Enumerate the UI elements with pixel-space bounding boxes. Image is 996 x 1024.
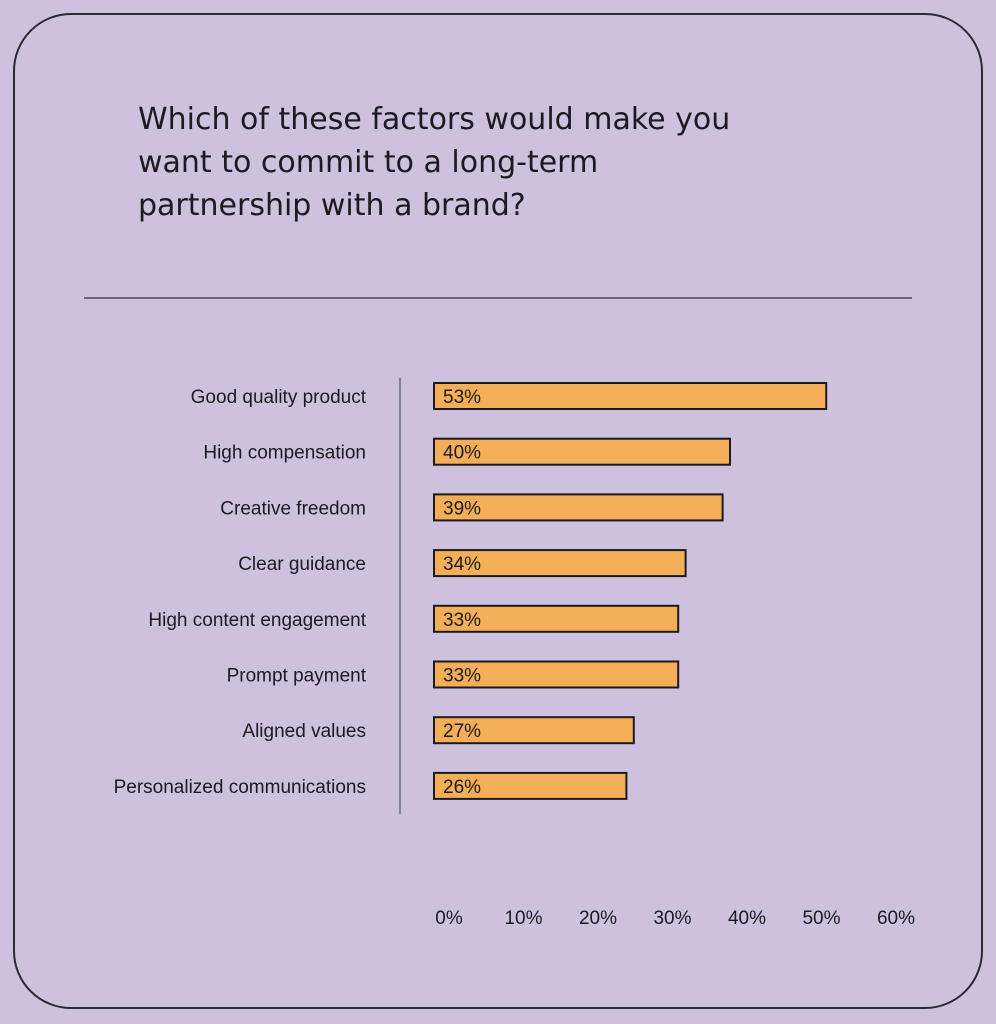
bar (433, 604, 680, 633)
category-label: Clear guidance (238, 554, 366, 575)
bar-value-label: 27% (443, 721, 481, 742)
x-tick-label: 40% (728, 908, 766, 929)
x-tick-label: 20% (579, 908, 617, 929)
bar (433, 716, 635, 745)
bar-value-label: 33% (443, 666, 481, 687)
category-label: High content engagement (148, 610, 366, 631)
title-divider (84, 297, 912, 299)
x-tick-label: 10% (504, 908, 542, 929)
bar-value-label: 53% (443, 387, 481, 408)
bar (433, 549, 687, 578)
bar (433, 437, 731, 466)
bar (433, 771, 628, 800)
x-tick-label: 50% (802, 908, 840, 929)
category-label: Good quality product (191, 387, 367, 408)
category-label: High compensation (203, 443, 366, 464)
bar (433, 382, 828, 410)
category-label: Creative freedom (220, 498, 366, 519)
x-tick-label: 60% (877, 908, 915, 929)
bar-value-label: 33% (443, 610, 481, 631)
category-label: Aligned values (242, 721, 366, 742)
bar (433, 493, 724, 522)
chart-title: Which of these factors would make you wa… (138, 102, 731, 223)
bar-value-label: 26% (443, 777, 481, 798)
category-label: Prompt payment (227, 666, 367, 687)
bar-value-label: 34% (443, 554, 481, 575)
bar (433, 660, 680, 689)
bar-value-label: 40% (443, 443, 481, 464)
x-tick-label: 0% (435, 908, 463, 929)
x-tick-label: 30% (653, 908, 691, 929)
bar-value-label: 39% (443, 498, 481, 519)
category-label: Personalized communications (114, 777, 366, 798)
